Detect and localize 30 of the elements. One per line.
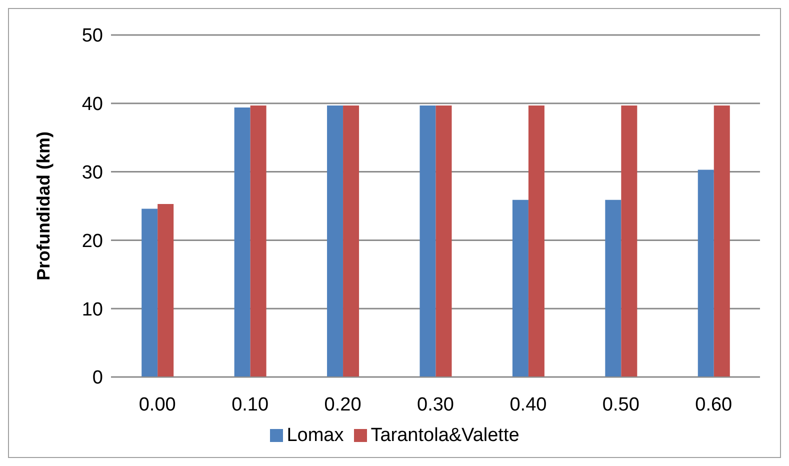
legend-label: Lomax — [286, 425, 344, 446]
x-tick-label: 0.10 — [232, 394, 269, 416]
bar — [621, 105, 638, 377]
y-tick-label: 50 — [82, 26, 103, 47]
y-tick-label: 30 — [82, 162, 103, 184]
bar — [528, 105, 544, 377]
bar — [420, 105, 436, 377]
y-tick-label: 0 — [92, 368, 103, 389]
y-axis-title: Profundidad (km) — [33, 132, 54, 280]
bar — [234, 108, 250, 377]
bar — [142, 208, 158, 377]
legend-label: Tarantola&Valette — [370, 425, 520, 446]
bar — [158, 204, 174, 377]
bar — [343, 105, 360, 377]
bar — [605, 200, 622, 377]
bar — [327, 105, 344, 377]
x-tick-label: 0.50 — [602, 394, 640, 416]
bar — [250, 105, 266, 377]
y-tick-label: 40 — [82, 94, 103, 116]
y-tick-label: 10 — [82, 299, 103, 320]
x-tick-label: 0.00 — [138, 394, 176, 416]
x-tick-label: 0.40 — [510, 394, 547, 416]
x-tick-label: 0.60 — [695, 394, 732, 416]
bar — [698, 170, 714, 377]
bar — [436, 105, 452, 377]
x-tick-label: 0.20 — [324, 394, 362, 416]
bar — [714, 105, 730, 377]
bar — [512, 200, 528, 377]
y-tick-label: 20 — [82, 230, 103, 252]
x-tick-label: 0.30 — [417, 394, 454, 416]
